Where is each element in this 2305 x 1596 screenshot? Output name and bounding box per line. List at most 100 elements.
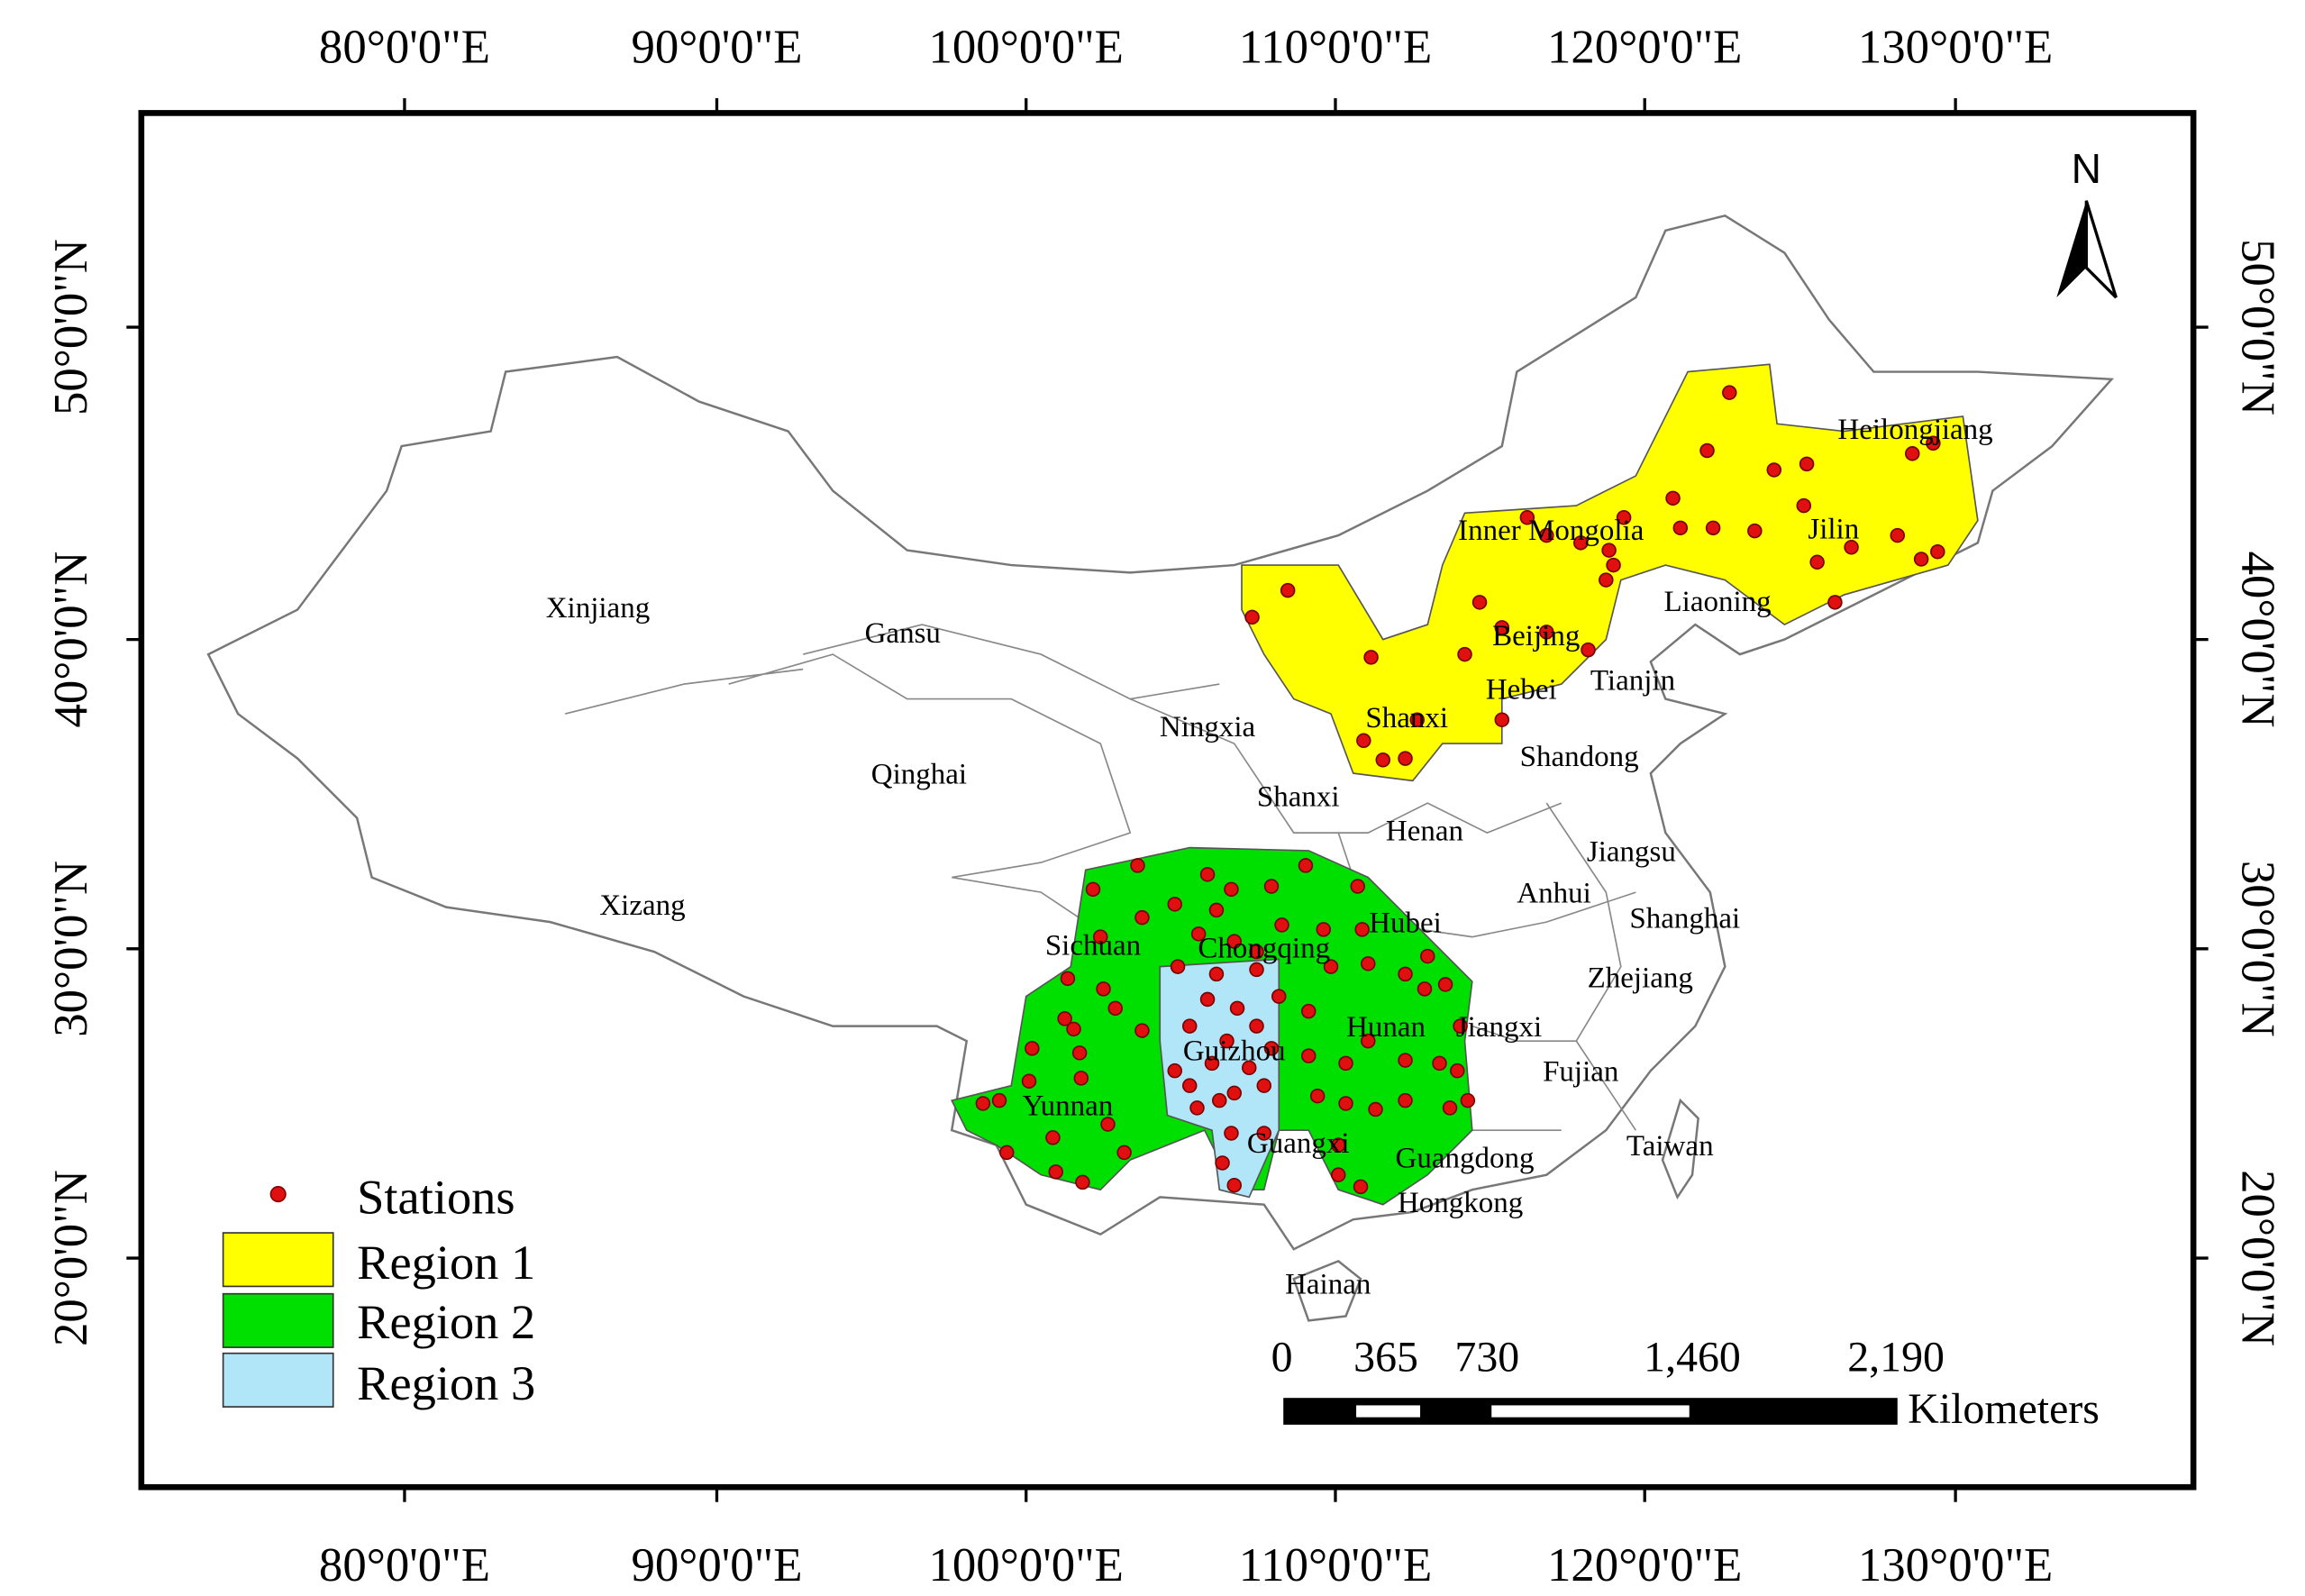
station	[1057, 1011, 1072, 1026]
station	[1280, 582, 1296, 598]
station	[1599, 572, 1614, 588]
station	[1375, 752, 1391, 768]
north-arrow-right	[2084, 200, 2118, 299]
north-label: N	[2072, 145, 2101, 192]
province-label: Guangdong	[1396, 1142, 1535, 1174]
station	[1170, 959, 1186, 974]
station	[1450, 1062, 1465, 1079]
station	[1930, 543, 1945, 560]
station	[1226, 1177, 1243, 1193]
station	[1747, 523, 1763, 539]
station	[1926, 435, 1941, 451]
scale-label: 0	[1271, 1333, 1293, 1381]
station	[1130, 858, 1145, 873]
station	[1199, 991, 1216, 1008]
station	[1471, 595, 1488, 610]
station	[1331, 1137, 1346, 1153]
station	[1398, 751, 1413, 766]
lon-label-bottom: 80°0'0"E	[319, 1539, 490, 1591]
scale-bar-segment	[1491, 1405, 1690, 1418]
province-label: Heilongjiang	[1837, 414, 1992, 446]
province-label: Jiangsu	[1587, 835, 1676, 868]
lat-label-left: 20°0'0"N	[45, 1170, 97, 1346]
station	[1354, 922, 1370, 937]
legend-label: Region 3	[357, 1355, 535, 1410]
scale-label: 2,190	[1847, 1333, 1945, 1381]
station	[1913, 552, 1929, 567]
station	[1226, 934, 1243, 949]
province-label: Hainan	[1285, 1269, 1371, 1301]
legend-station-symbol	[269, 1186, 287, 1203]
station	[1398, 1092, 1413, 1108]
legend-label: Stations	[357, 1170, 515, 1225]
province-label: Xinjiang	[546, 592, 650, 625]
station	[1353, 1179, 1369, 1195]
station	[1204, 1055, 1220, 1072]
province-label: Shanxi	[1257, 780, 1340, 813]
station	[991, 1092, 1007, 1108]
station	[1442, 1100, 1458, 1116]
lat-label-right: 20°0'0"N	[2232, 1170, 2284, 1346]
station	[1539, 527, 1554, 543]
station	[1453, 1018, 1468, 1034]
station	[1827, 595, 1843, 610]
station	[1672, 520, 1689, 536]
station	[1338, 1055, 1353, 1072]
station	[1705, 520, 1721, 536]
station	[1301, 1003, 1316, 1019]
station	[1460, 1092, 1476, 1108]
station	[1519, 510, 1535, 525]
province-label: Chongqing	[1198, 933, 1330, 965]
station	[1809, 554, 1825, 570]
province-label: Xizang	[599, 889, 685, 922]
station	[1263, 1041, 1280, 1056]
station	[1075, 1174, 1090, 1190]
station	[1256, 1078, 1272, 1093]
lat-label-left: 40°0'0"N	[45, 552, 97, 728]
lat-label-right: 30°0'0"N	[2232, 861, 2284, 1037]
lat-label-right: 40°0'0"N	[2232, 552, 2284, 728]
station	[1134, 909, 1150, 926]
station	[1539, 625, 1554, 640]
province-label: Tianjin	[1590, 665, 1675, 698]
scale-bar: 0 365 730 1,460 2,190 Kilometers	[1271, 1333, 2100, 1433]
china-outline	[206, 214, 2115, 1251]
station	[1249, 962, 1264, 978]
legend: Stations Region 1 Region 2 Region 3	[222, 1170, 535, 1410]
north-arrow-left	[2056, 200, 2087, 298]
station	[1722, 385, 1737, 400]
province-label: Hongkong	[1398, 1187, 1523, 1219]
legend-swatch	[222, 1292, 334, 1348]
station	[1096, 981, 1111, 997]
lat-label-right: 50°0'0"N	[2232, 239, 2284, 415]
station	[1699, 442, 1715, 459]
station	[1167, 897, 1183, 912]
station	[1182, 1018, 1198, 1034]
station	[1616, 510, 1632, 525]
station	[1045, 1130, 1061, 1145]
province-label: Anhui	[1517, 878, 1591, 910]
region-1-area	[1241, 363, 1979, 782]
lon-label-bottom: 90°0'0"E	[631, 1539, 802, 1591]
province-borders	[564, 624, 1637, 1131]
station	[1048, 1164, 1063, 1180]
station	[1249, 1018, 1264, 1034]
station	[1134, 1023, 1150, 1038]
station	[1085, 881, 1101, 898]
legend-swatch	[222, 1352, 334, 1408]
station	[1242, 1060, 1257, 1076]
legend-swatch	[222, 1232, 334, 1288]
province-label: Jiangxi	[1456, 1011, 1542, 1044]
station	[1244, 609, 1260, 625]
station	[1060, 971, 1076, 987]
station	[1420, 948, 1435, 964]
scale-label: 365	[1353, 1333, 1418, 1381]
province-label: Shandong	[1520, 741, 1639, 773]
station	[1356, 733, 1371, 749]
station	[1398, 966, 1413, 982]
station	[1249, 944, 1264, 960]
lon-label-bottom: 130°0'0"E	[1858, 1539, 2053, 1591]
province-label: Fujian	[1543, 1056, 1618, 1089]
station	[1073, 1071, 1089, 1086]
